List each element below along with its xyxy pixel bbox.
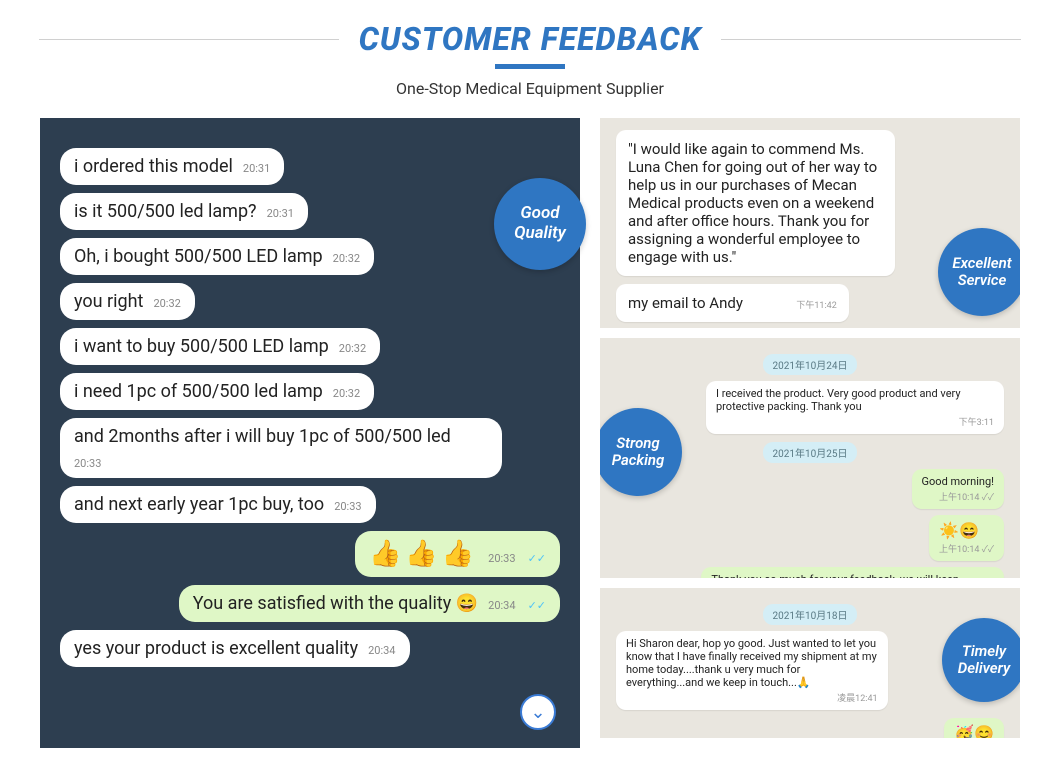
badge-label: Strong Packing: [602, 435, 674, 470]
wa-message-in: I received the product. Very good produc…: [706, 381, 1004, 434]
chat-timestamp: 20:33: [488, 552, 515, 565]
chat-timestamp: 20:32: [333, 387, 360, 400]
feedback-card-strong-packing: Strong Packing 2021年10月24日 I received th…: [600, 338, 1020, 578]
chat-message-text: i want to buy 500/500 LED lamp: [74, 336, 329, 357]
chat-message-in: and next early year 1pc buy, too 20:33: [60, 486, 376, 523]
chat-message-in: i need 1pc of 500/500 led lamp 20:32: [60, 373, 374, 410]
chat-message-in: i ordered this model 20:31: [60, 148, 284, 185]
wa-timestamp: 凌晨12:41: [626, 691, 878, 704]
wa-message-in: Hi Sharon dear, hop yo good. Just wanted…: [616, 631, 888, 710]
wa-message-text: Good morning!: [922, 475, 994, 488]
badge-label: Excellent Service: [946, 255, 1018, 290]
left-chat-panel: Good Quality i ordered this model20:31is…: [40, 118, 580, 748]
date-pill: 2021年10月25日: [763, 442, 858, 463]
sun-smile-emoji: ☀️😄: [939, 521, 979, 540]
chevron-down-icon: ⌄: [530, 702, 545, 723]
chat-message-text: and next early year 1pc buy, too: [74, 494, 324, 515]
header-title: CUSTOMER FEEDBACK: [359, 20, 702, 58]
chat-timestamp: 20:32: [153, 297, 180, 310]
chat-message-in: and 2months after i will buy 1pc of 500/…: [60, 418, 502, 478]
wa-message-out: Good morning! 上午10:14 ✓✓: [912, 469, 1004, 509]
wa-message-text: my email to Andy: [628, 294, 743, 312]
date-pill: 2021年10月18日: [763, 604, 858, 625]
badge-label: Good Quality: [502, 204, 578, 243]
chat-message-in: i want to buy 500/500 LED lamp 20:32: [60, 328, 380, 365]
badge-good-quality: Good Quality: [494, 178, 586, 270]
wa-message-text: Thank you so much for your feedback, we …: [711, 573, 983, 578]
wa-timestamp: 上午10:14 ✓✓: [922, 490, 994, 503]
chat-timestamp: 20:32: [333, 252, 360, 265]
chat-timestamp: 20:31: [243, 162, 270, 175]
left-chat-list: i ordered this model20:31is it 500/500 l…: [60, 148, 560, 675]
chat-message-text: you right: [74, 291, 143, 312]
chat-message-in: you right 20:32: [60, 283, 195, 320]
wa-message-text: Hi Sharon dear, hop yo good. Just wanted…: [626, 637, 877, 689]
badge-timely-delivery: Timely Delivery: [942, 618, 1020, 702]
chat-timestamp: 20:31: [267, 207, 294, 220]
chat-timestamp: 20:34: [488, 599, 515, 612]
wa-timestamp: 下午3:11: [716, 415, 994, 428]
celebrate-emoji: 🥳😊: [954, 724, 994, 738]
chat-message-text: i need 1pc of 500/500 led lamp: [74, 381, 323, 402]
scroll-down-button[interactable]: ⌄: [520, 694, 556, 730]
header-underline: [495, 64, 565, 69]
wa-message-out: 🥳😊: [944, 718, 1004, 738]
badge-strong-packing: Strong Packing: [600, 408, 682, 496]
wa-message-out: ☀️😄 上午10:14 ✓✓: [929, 515, 1004, 561]
chat-message-in: is it 500/500 led lamp? 20:31: [60, 193, 308, 230]
wa-timestamp: 上午10:14 ✓✓: [939, 542, 994, 555]
read-ticks-icon: ✓✓: [528, 552, 546, 565]
wa-timestamp: 下午11:42: [796, 298, 836, 311]
chat-message-text: Oh, i bought 500/500 LED lamp: [74, 246, 323, 267]
wa-message-in: "I would like again to commend Ms. Luna …: [616, 130, 895, 276]
wa-message-text: "I would like again to commend Ms. Luna …: [628, 140, 877, 266]
chat-timestamp: 20:34: [368, 644, 395, 657]
feedback-card-excellent-service: Excellent Service "I would like again to…: [600, 118, 1020, 328]
header-rule-left: [39, 39, 339, 40]
chat-message-text: is it 500/500 led lamp?: [74, 201, 257, 222]
chat-message-in: yes your product is excellent quality 20:…: [60, 630, 410, 667]
right-panel: Excellent Service "I would like again to…: [600, 118, 1020, 748]
date-pill: 2021年10月24日: [763, 354, 858, 375]
content-row: Good Quality i ordered this model20:31is…: [0, 108, 1060, 748]
wa-message-text: I received the product. Very good produc…: [716, 387, 961, 413]
chat-message-out: 👍👍👍 20:33 ✓✓: [355, 531, 560, 577]
page-header: CUSTOMER FEEDBACK One-Stop Medical Equip…: [0, 0, 1060, 108]
chat-message-text: You are satisfied with the quality 😄: [193, 593, 478, 614]
header-rule-right: [721, 39, 1021, 40]
chat-timestamp: 20:32: [339, 342, 366, 355]
badge-excellent-service: Excellent Service: [938, 228, 1020, 316]
chat-message-out: You are satisfied with the quality 😄 20:3…: [179, 585, 560, 622]
chat-timestamp: 20:33: [334, 500, 361, 513]
chat-message-text: i ordered this model: [74, 156, 233, 177]
wa-message-out: Thank you so much for your feedback, we …: [701, 567, 1004, 578]
header-subtitle: One-Stop Medical Equipment Supplier: [0, 79, 1060, 98]
chat-message-in: Oh, i bought 500/500 LED lamp 20:32: [60, 238, 374, 275]
header-title-row: CUSTOMER FEEDBACK: [0, 20, 1060, 58]
chat-timestamp: 20:33: [74, 457, 101, 470]
feedback-card-timely-delivery: Timely Delivery 2021年10月18日 Hi Sharon de…: [600, 588, 1020, 738]
chat-message-text: 👍👍👍: [369, 539, 478, 569]
read-ticks-icon: ✓✓: [528, 599, 546, 612]
badge-label: Timely Delivery: [950, 643, 1018, 678]
chat-message-text: yes your product is excellent quality: [74, 638, 358, 659]
chat-message-text: and 2months after i will buy 1pc of 500/…: [74, 426, 488, 447]
wa-message-in: my email to Andy 下午11:42: [616, 284, 849, 322]
